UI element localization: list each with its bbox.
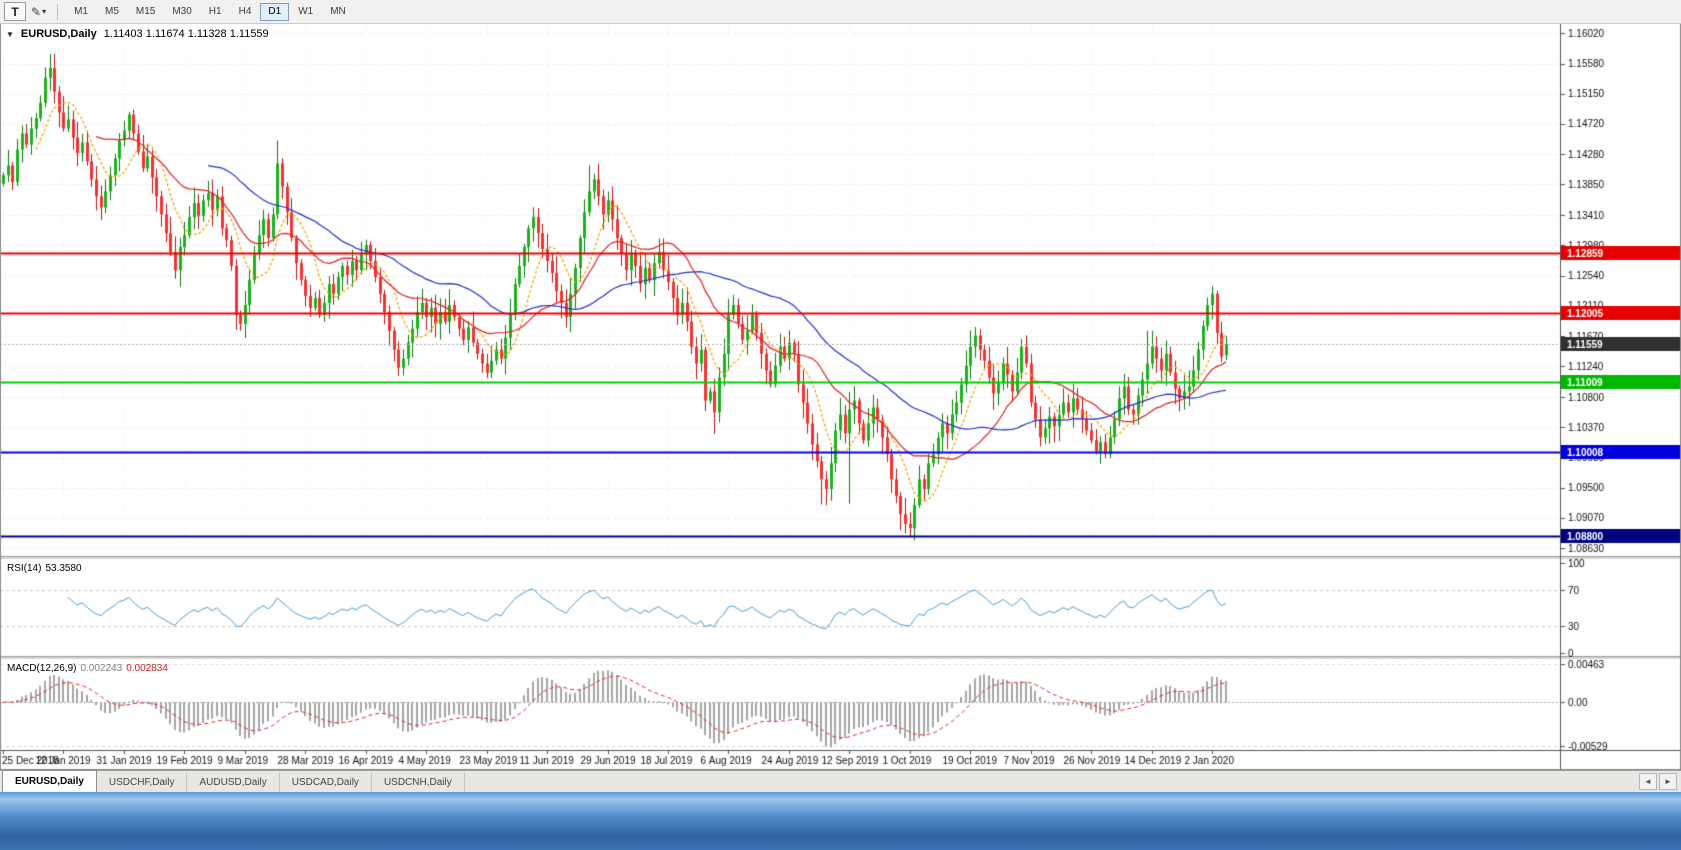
macd-label: MACD(12,26,9) 0.002243 0.002834 [7,663,172,674]
macd-title: MACD(12,26,9) [7,663,77,674]
timeframe-button-h4[interactable]: H4 [238,6,252,17]
pencil-icon: ✎ [31,4,42,19]
tab-scroll-left-button[interactable]: ◄ [1639,773,1657,790]
tab-usdchf-daily[interactable]: USDCHF,Daily [97,773,188,792]
timeframe-button-w1[interactable]: W1 [298,6,314,17]
timeframe-buttons: M1 M5 M15 M30 H1 H4 D1 W1 MN [66,2,354,21]
taskbar [0,792,1681,850]
toolbar-separator [57,3,59,20]
chart-tabs-bar: EURUSD,Daily USDCHF,Daily AUDUSD,Daily USDC… [0,770,1681,792]
timeframe-button-m30[interactable]: M30 [172,6,192,17]
rsi-title: RSI(14) [7,563,42,574]
chart-window: ▼ EURUSD,Daily 1.11403 1.11674 1.11328 1… [0,24,1681,770]
tab-usdcnh-daily[interactable]: USDCNH,Daily [372,773,465,792]
timeframe-button-m15[interactable]: M15 [135,6,156,17]
timeframe-button-h1[interactable]: H1 [208,6,222,17]
collapse-icon[interactable]: ▼ [6,29,14,39]
chevron-down-icon: ▾ [42,7,47,16]
timeframe-button-d1[interactable]: D1 [260,2,290,21]
timeframe-button-m5[interactable]: M5 [104,6,119,17]
text-tool-button[interactable]: T [4,2,26,21]
tab-eurusd-daily[interactable]: EURUSD,Daily [2,770,97,792]
chart-symbol-label: EURUSD,Daily [20,28,97,40]
rsi-label: RSI(14) 53.3580 [7,563,86,574]
tab-scroll-right-button[interactable]: ► [1659,773,1677,790]
timeframe-button-m1[interactable]: M1 [74,6,88,17]
drawing-tool-button[interactable]: ✎ ▾ [28,2,49,21]
toolbar: T ✎ ▾ M1 M5 M15 M30 H1 H4 D1 W1 MN [0,0,1681,24]
chart-title: ▼ EURUSD,Daily 1.11403 1.11674 1.11328 1… [6,28,269,40]
tab-scroll-controls: ◄ ► [1639,771,1681,792]
tab-audusd-daily[interactable]: AUDUSD,Daily [187,773,280,792]
rsi-value: 53.3580 [45,563,82,574]
chart-ohlc-values: 1.11403 1.11674 1.11328 1.11559 [103,28,269,40]
macd-signal-value: 0.002834 [126,663,168,674]
tab-usdcad-daily[interactable]: USDCAD,Daily [280,773,372,792]
macd-main-value: 0.002243 [80,663,123,674]
chart-canvas[interactable] [0,24,1681,770]
timeframe-button-mn[interactable]: MN [330,6,346,17]
